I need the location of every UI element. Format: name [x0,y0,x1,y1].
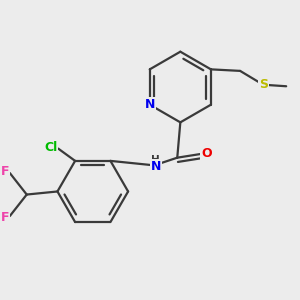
Text: F: F [1,211,10,224]
Text: Cl: Cl [44,141,57,154]
Text: H: H [152,155,160,165]
Text: O: O [201,147,212,160]
Text: N: N [145,98,155,111]
Text: S: S [259,78,268,91]
Text: F: F [1,165,10,178]
Text: N: N [151,160,161,173]
